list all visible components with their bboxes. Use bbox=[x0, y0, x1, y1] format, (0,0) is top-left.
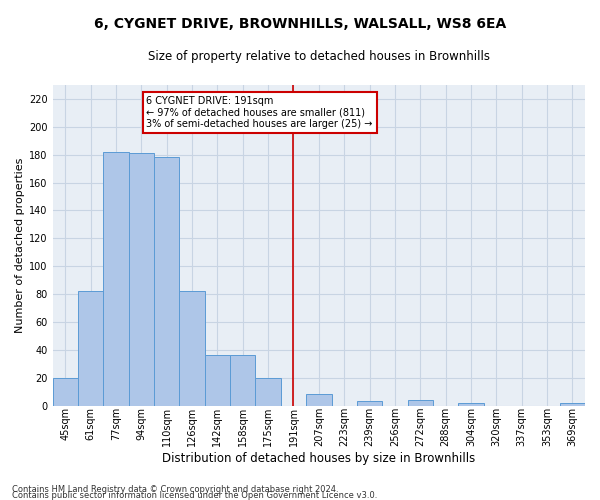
Bar bbox=[306, 394, 332, 406]
Bar bbox=[205, 356, 230, 406]
Text: Contains public sector information licensed under the Open Government Licence v3: Contains public sector information licen… bbox=[12, 490, 377, 500]
Bar bbox=[154, 158, 179, 406]
Text: 6 CYGNET DRIVE: 191sqm
← 97% of detached houses are smaller (811)
3% of semi-det: 6 CYGNET DRIVE: 191sqm ← 97% of detached… bbox=[146, 96, 373, 130]
Bar bbox=[230, 356, 256, 406]
Bar bbox=[103, 152, 129, 406]
Bar bbox=[407, 400, 433, 406]
Bar bbox=[458, 403, 484, 406]
Bar bbox=[53, 378, 78, 406]
Text: Contains HM Land Registry data © Crown copyright and database right 2024.: Contains HM Land Registry data © Crown c… bbox=[12, 484, 338, 494]
Bar bbox=[560, 403, 585, 406]
Bar bbox=[179, 292, 205, 406]
X-axis label: Distribution of detached houses by size in Brownhills: Distribution of detached houses by size … bbox=[162, 452, 475, 465]
Title: Size of property relative to detached houses in Brownhills: Size of property relative to detached ho… bbox=[148, 50, 490, 63]
Bar bbox=[357, 402, 382, 406]
Bar bbox=[256, 378, 281, 406]
Bar bbox=[78, 292, 103, 406]
Text: 6, CYGNET DRIVE, BROWNHILLS, WALSALL, WS8 6EA: 6, CYGNET DRIVE, BROWNHILLS, WALSALL, WS… bbox=[94, 18, 506, 32]
Y-axis label: Number of detached properties: Number of detached properties bbox=[15, 158, 25, 333]
Bar bbox=[129, 154, 154, 406]
